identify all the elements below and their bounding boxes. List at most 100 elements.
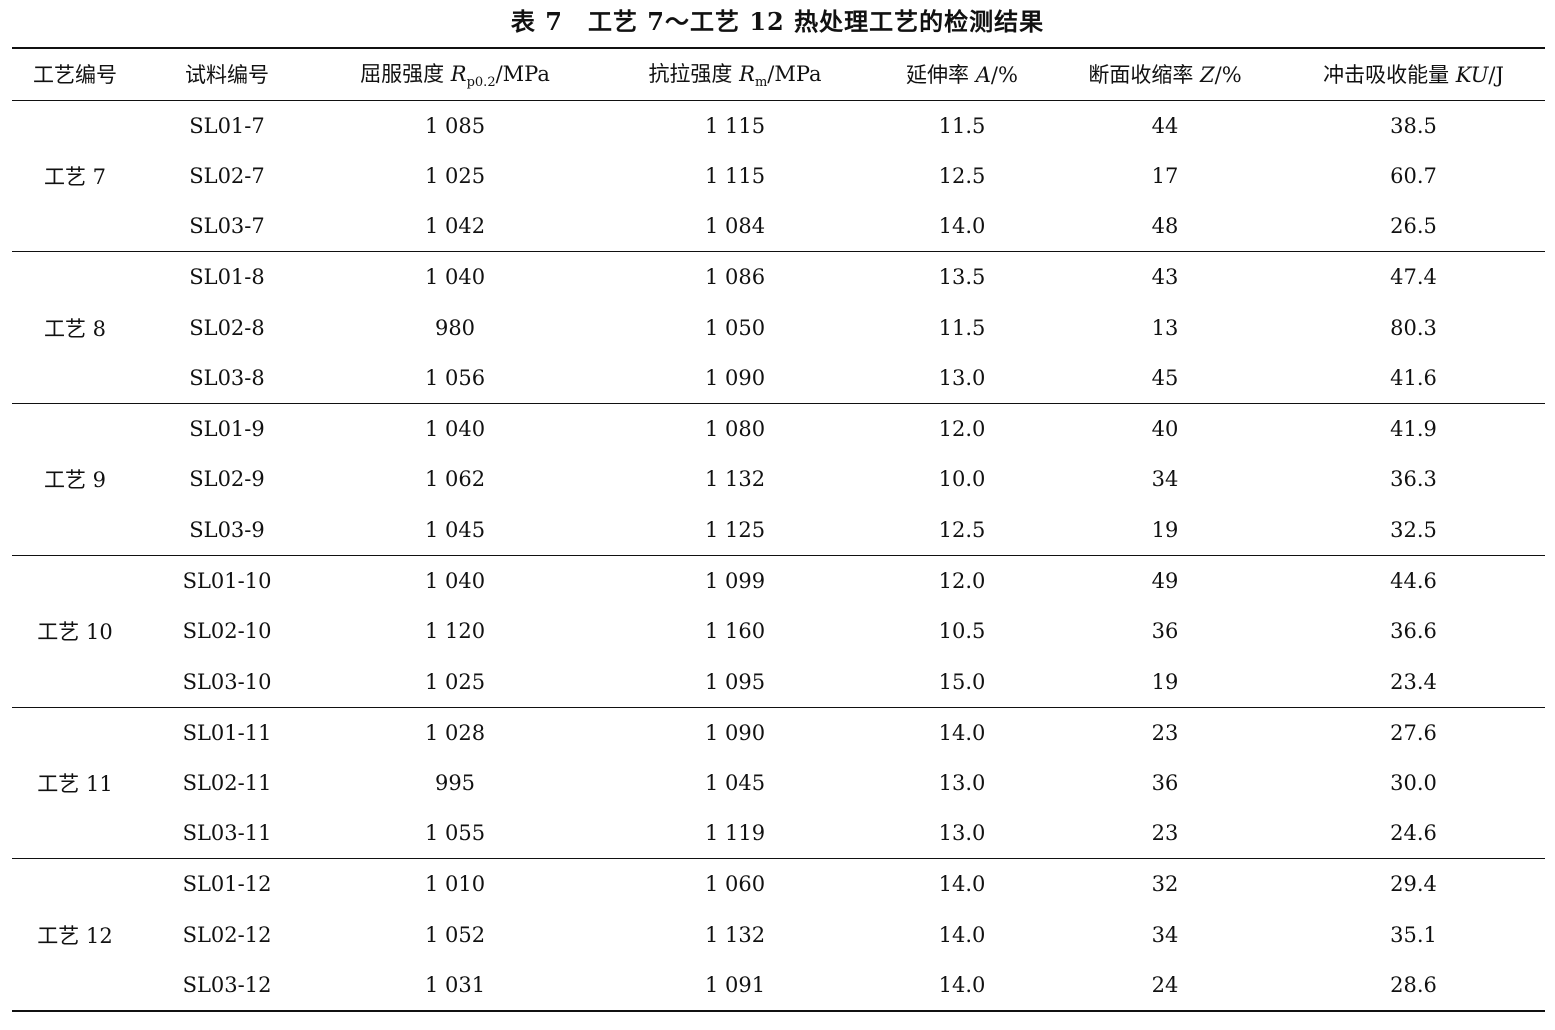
header-text: 断面收缩率 xyxy=(1088,63,1201,88)
header-unit: /J xyxy=(1488,63,1504,88)
table-row: SL03-12 1 031 1 091 14.0 24 28.6 xyxy=(12,960,1545,1011)
table-row: 工艺 11 SL01-11 1 028 1 090 14.0 23 27.6 xyxy=(12,707,1545,796)
header-symbol: R xyxy=(739,62,755,87)
table-cell: 23 xyxy=(1151,720,1179,745)
table-cell: 47.4 xyxy=(1390,265,1437,290)
table-cell: 60.7 xyxy=(1390,163,1437,188)
table-row: 工艺 8 SL01-8 1 040 1 086 13.5 43 47.4 xyxy=(12,252,1545,340)
group-label: 工艺 10 xyxy=(37,620,113,645)
table-cell: 1 132 xyxy=(704,467,766,492)
table-row: 工艺 10 SL01-10 1 040 1 099 12.0 49 44.6 xyxy=(12,555,1545,644)
header-cell: 冲击吸收能量 KU/J xyxy=(1282,48,1545,100)
header-cell: 试料编号 xyxy=(138,48,316,100)
table-cell: 27.6 xyxy=(1390,720,1437,745)
table-cell: 49 xyxy=(1151,568,1179,593)
group-label: 工艺 11 xyxy=(37,772,113,797)
row-group: 工艺 10 SL01-10 1 040 1 099 12.0 49 44.6 SL02-10 1… xyxy=(12,555,1545,708)
header-text: 试料编号 xyxy=(185,63,269,88)
table-cell: 10.0 xyxy=(938,467,986,492)
table-row: 工艺 9 SL01-9 1 040 1 080 12.0 40 41.9 xyxy=(12,404,1545,492)
header-unit: /% xyxy=(1214,63,1242,88)
table-cell: 1 050 xyxy=(704,315,766,340)
table-cell: SL02-7 xyxy=(189,163,265,188)
table-cell: SL03-7 xyxy=(189,214,265,239)
table-cell: 1 080 xyxy=(704,417,766,442)
table-cell: 36 xyxy=(1151,771,1179,796)
table-cell: 44.6 xyxy=(1390,568,1437,593)
table-cell: 1 056 xyxy=(424,366,486,391)
table-cell: 1 025 xyxy=(424,163,486,188)
table-cell: 1 090 xyxy=(704,720,766,745)
table-cell: 80.3 xyxy=(1390,315,1437,340)
table-cell: 28.6 xyxy=(1390,972,1437,997)
table-row: SL03-10 1 025 1 095 15.0 19 23.4 xyxy=(12,657,1545,708)
table-cell: 1 060 xyxy=(704,872,766,897)
header-text: 工艺编号 xyxy=(33,63,117,88)
table-cell: 1 095 xyxy=(704,669,766,694)
table-row: SL02-11 995 1 045 13.0 36 30.0 xyxy=(12,758,1545,809)
table-cell: SL02-10 xyxy=(182,619,272,644)
table-row: 工艺 7 SL01-7 1 085 1 115 11.5 44 38.5 xyxy=(12,100,1545,189)
table-cell: SL02-11 xyxy=(182,771,272,796)
table-cell: 1 040 xyxy=(424,417,486,442)
header-cell: 抗拉强度 Rm/MPa xyxy=(594,48,876,100)
header-text: 冲击吸收能量 xyxy=(1323,63,1456,88)
table-cell: 19 xyxy=(1151,669,1179,694)
table-cell: 36.6 xyxy=(1390,619,1437,644)
table-cell: 38.5 xyxy=(1390,113,1437,138)
row-group: 工艺 9 SL01-9 1 040 1 080 12.0 40 41.9 SL02-9 1 06… xyxy=(12,404,1545,556)
table-row: SL03-7 1 042 1 084 14.0 48 26.5 xyxy=(12,201,1545,252)
table-cell: 1 010 xyxy=(424,872,486,897)
table-cell: 1 045 xyxy=(704,771,766,796)
group-label: 工艺 12 xyxy=(37,923,113,948)
table-cell: 1 085 xyxy=(424,113,486,138)
table-row: 工艺 12 SL01-12 1 010 1 060 14.0 32 29.4 xyxy=(12,859,1545,947)
table-cell: 1 120 xyxy=(424,619,486,644)
table-cell: SL03-12 xyxy=(182,972,272,997)
header-symbol: A xyxy=(975,63,991,88)
table-cell: SL01-11 xyxy=(182,720,272,745)
table-cell: 1 091 xyxy=(704,972,766,997)
header-symbol: R xyxy=(450,62,467,87)
table-header: 工艺编号 试料编号 屈服强度 Rp0.2/MPa 抗拉强度 Rm/MPa 延伸率 A/%… xyxy=(12,48,1545,100)
table-cell: 14.0 xyxy=(938,872,986,897)
table-cell: 1 099 xyxy=(704,568,766,593)
table-cell: SL03-11 xyxy=(182,821,272,846)
table-cell: SL02-9 xyxy=(189,467,265,492)
table-row: SL02-8 980 1 050 11.5 13 80.3 xyxy=(12,302,1545,353)
table-cell: 11.5 xyxy=(938,315,986,340)
header-subscript: m xyxy=(754,75,768,91)
table-cell: 1 125 xyxy=(704,517,766,542)
table-cell: 36 xyxy=(1151,619,1179,644)
table-row: SL03-8 1 056 1 090 13.0 45 41.6 xyxy=(12,353,1545,404)
table-title: 表 7 工艺 7～工艺 12 热处理工艺的检测结果 xyxy=(510,7,1045,36)
table-cell: 1 025 xyxy=(424,669,486,694)
header-symbol: KU xyxy=(1455,63,1489,88)
table-cell: SL03-9 xyxy=(189,517,265,542)
table-cell: 40 xyxy=(1151,417,1179,442)
table-cell: 45 xyxy=(1151,366,1179,391)
table-cell: 23 xyxy=(1151,821,1179,846)
row-group: 工艺 11 SL01-11 1 028 1 090 14.0 23 27.6 SL02-11 9… xyxy=(12,707,1545,859)
row-group: 工艺 12 SL01-12 1 010 1 060 14.0 32 29.4 SL02-12 1… xyxy=(12,859,1545,1011)
table-cell: SL01-7 xyxy=(189,113,265,138)
table-cell: 1 090 xyxy=(704,366,766,391)
header-symbol: Z xyxy=(1200,63,1215,88)
table-cell: 995 xyxy=(434,771,476,796)
table-cell: 1 115 xyxy=(704,113,766,138)
table-cell: 13.0 xyxy=(938,771,986,796)
table-cell: 12.0 xyxy=(938,417,986,442)
table-cell: 26.5 xyxy=(1390,214,1437,239)
header-unit: /% xyxy=(990,63,1018,88)
table-row: SL02-7 1 025 1 115 12.5 17 60.7 xyxy=(12,151,1545,202)
table-cell: 24 xyxy=(1151,972,1179,997)
table-cell: 44 xyxy=(1151,113,1179,138)
table-cell: 1 132 xyxy=(704,922,766,947)
table-row: SL03-11 1 055 1 119 13.0 23 24.6 xyxy=(12,808,1545,859)
table-cell: 41.6 xyxy=(1390,366,1437,391)
table-cell: 1 055 xyxy=(424,821,486,846)
header-cell: 断面收缩率 Z/% xyxy=(1048,48,1282,100)
header-cell: 工艺编号 xyxy=(12,48,138,100)
table-cell: 12.5 xyxy=(938,517,986,542)
table-cell: 980 xyxy=(434,315,476,340)
